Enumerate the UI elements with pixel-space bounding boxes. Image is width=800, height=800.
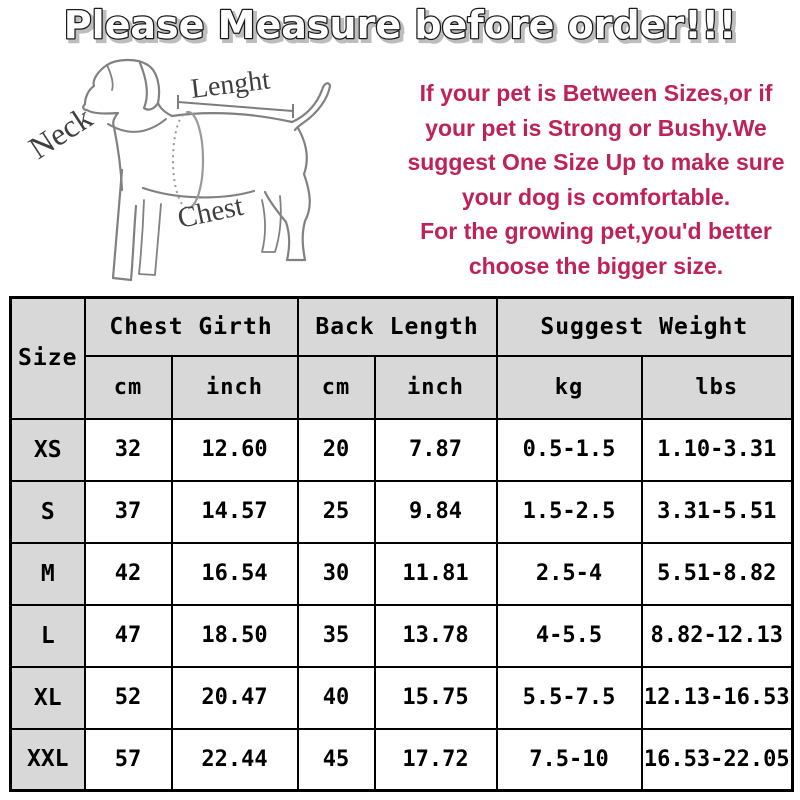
table-cell: 5.5-7.5 [495,665,643,730]
unit-header-weight-lbs: lbs [640,354,794,420]
chest-girth-band [172,110,205,210]
table-cell: 12.13-16.53 [640,665,794,730]
advice-line: your dog is comfortable. [461,183,731,210]
advice-line: choose the bigger size. [468,252,724,279]
table-row-xl: XL 52 20.47 40 15.75 5.5-7.5 12.13-16.53 [9,665,794,730]
chest-girth-header: Chest Girth [83,296,299,357]
table-cell: 20.47 [170,665,299,730]
sizing-advice: If your pet is Between Sizes,or if your … [395,76,797,283]
title-art: Please Measure before order!!! Please Me… [63,2,742,52]
table-cell: 2.5-4 [495,541,643,606]
advice-line: your pet is Strong or Bushy.We [425,114,767,141]
table-cell: 20 [296,417,376,482]
suggest-weight-header: Suggest Weight [495,296,794,357]
table-cell: 25 [296,479,376,544]
table-cell: 7.87 [373,417,498,482]
table-cell: 14.57 [170,479,299,544]
size-label: M [9,541,86,606]
table-cell: 8.82-12.13 [640,603,794,668]
size-label: XXL [9,727,86,792]
size-label: XS [9,417,86,482]
unit-header-chest-cm: cm [83,354,173,420]
table-cell: 37 [83,479,173,544]
table-cell: 11.81 [373,541,498,606]
table-cell: 7.5-10 [495,727,643,792]
table-cell: 5.51-8.82 [640,541,794,606]
page-title: Please Measure before order!!! Please Me… [0,0,800,56]
advice-line: For the growing pet,you'd better [420,218,772,244]
table-cell: 15.75 [373,665,498,730]
length-measure-line [177,95,294,118]
table-cell: 35 [296,603,376,668]
size-label: XL [9,665,86,730]
table-cell: 40 [296,665,376,730]
table-cell: 52 [83,665,173,730]
table-cell: 3.31-5.51 [640,479,794,544]
table-cell: 47 [83,603,173,668]
unit-header-back-cm: cm [296,354,376,420]
table-cell: 32 [83,417,173,482]
page-title-text: Please Measure before order!!! [64,3,736,47]
table-cell: 4-5.5 [495,603,643,668]
table-cell: 30 [296,541,376,606]
size-label: S [9,479,86,544]
table-row-xs: XS 32 12.60 20 7.87 0.5-1.5 1.10-3.31 [9,417,794,482]
table-cell: 57 [83,727,173,792]
table-cell: 17.72 [373,727,498,792]
table-row-m: M 42 16.54 30 11.81 2.5-4 5.51-8.82 [9,541,794,606]
unit-header-back-inch: inch [373,354,498,420]
table-row-l: L 47 18.50 35 13.78 4-5.5 8.82-12.13 [9,603,794,668]
dog-outline [82,58,332,282]
table-cell: 12.60 [170,417,299,482]
table-cell: 22.44 [170,727,299,792]
table-row-s: S 37 14.57 25 9.84 1.5-2.5 3.31-5.51 [9,479,794,544]
table-cell: 18.50 [170,603,299,668]
table-cell: 1.10-3.31 [640,417,794,482]
unit-header-chest-inch: inch [170,354,299,420]
table-cell: 16.54 [170,541,299,606]
table-cell: 16.53-22.05 [640,727,794,792]
advice-line: suggest One Size Up to make sure [407,149,785,175]
size-label: L [9,603,86,668]
table-cell: 1.5-2.5 [495,479,643,544]
length-label: Lenght [189,64,272,104]
size-column-header: Size [9,296,86,420]
table-cell: 42 [83,541,173,606]
table-cell: 9.84 [373,479,498,544]
table-row-xxl: XXL 57 22.44 45 17.72 7.5-10 16.53-22.05 [9,727,794,792]
unit-header-weight-kg: kg [495,354,643,420]
table-cell: 45 [296,727,376,792]
table-cell: 0.5-1.5 [495,417,643,482]
advice-line: If your pet is Between Sizes,or if [419,80,773,106]
size-table: Size Chest Girth Back Length Suggest Wei… [9,296,795,792]
page-title-shadow: Please Measure before order!!! [67,6,739,50]
table-cell: 13.78 [373,603,498,668]
back-length-header: Back Length [296,296,498,357]
dog-measurement-diagram: Neck Lenght Chest [22,58,332,282]
